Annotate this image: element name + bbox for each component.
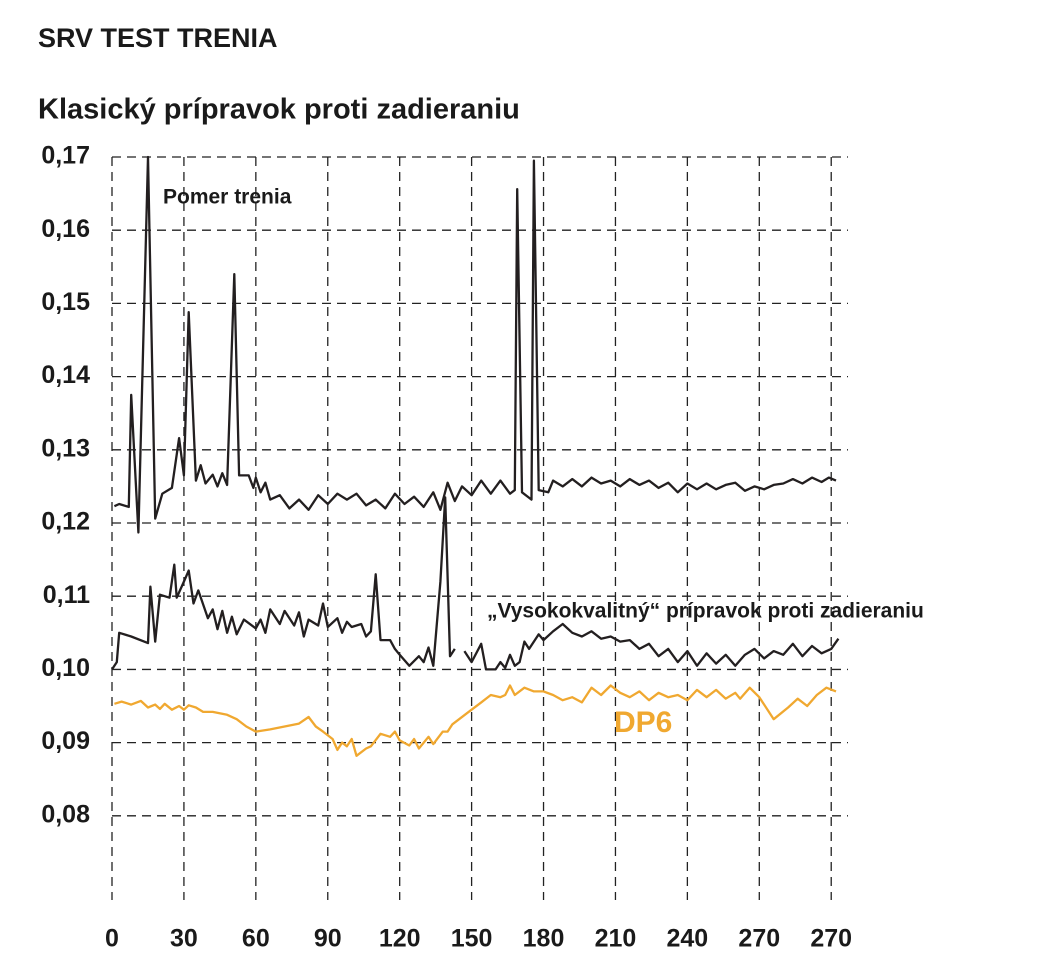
y-tick-label: 0,17 [41,142,90,170]
annotation: „Vysokokvalitný“ prípravok proti zadiera… [487,600,924,623]
x-tick-label: 60 [242,925,270,953]
y-tick-label: 0,15 [41,288,90,316]
y-tick-label: 0,11 [43,581,90,609]
x-tick-label: 30 [170,925,198,953]
data-line [114,684,837,757]
x-tick-label: 120 [379,925,421,953]
y-tick-label: 0,13 [41,434,90,462]
data-line [111,496,840,671]
y-tick-label: 0,10 [41,654,90,682]
y-tick-label: 0,14 [41,361,90,389]
x-tick-label: 270 [738,925,780,953]
x-tick-label: 270 [810,925,852,953]
x-tick-label: 90 [314,925,342,953]
annotation: DP6 [614,706,672,739]
chart-subtitle: Klasický prípravok proti zadieraniu [38,94,520,126]
annotation: Pomer trenia [163,186,292,209]
x-tick-label: 210 [595,925,637,953]
y-tick-label: 0,12 [41,508,90,536]
y-tick-label: 0,16 [41,215,90,243]
x-tick-label: 180 [523,925,565,953]
data-line [113,155,837,534]
x-tick-label: 240 [667,925,709,953]
y-tick-label: 0,09 [41,727,90,755]
x-tick-label: 0 [105,925,119,953]
x-tick-label: 150 [451,925,493,953]
y-tick-label: 0,08 [41,800,90,828]
chart-title: SRV TEST TRENIA [38,23,278,53]
